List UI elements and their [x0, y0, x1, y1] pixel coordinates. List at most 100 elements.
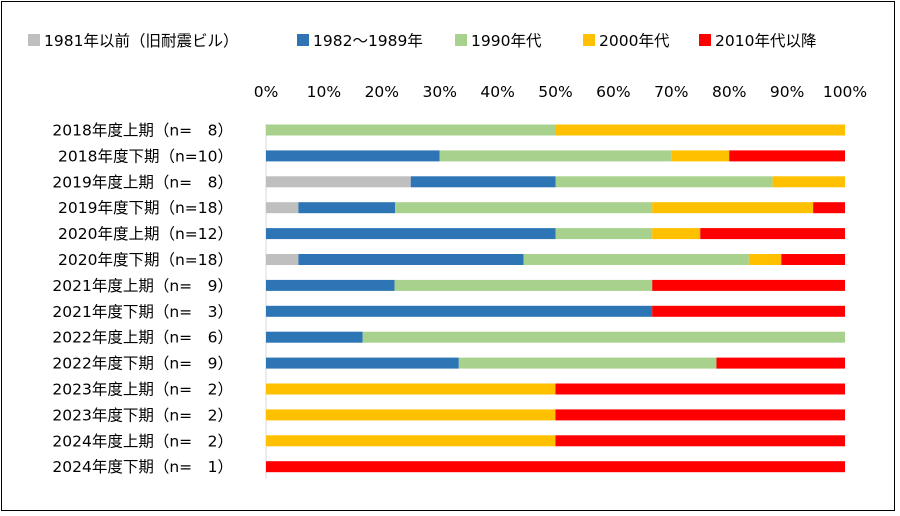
x-axis-ticks: 0% 10% 20% 30% 40% 50% 60% 70% 80% 90% 100%	[254, 83, 867, 101]
category-label: 2023年度上期（n= 2）	[52, 381, 233, 399]
bar-row	[266, 331, 845, 343]
bar-segment	[652, 279, 845, 291]
bar-segment	[266, 202, 299, 214]
category-label: 2023年度下期（n= 2）	[52, 406, 233, 424]
bar-segment	[555, 383, 845, 395]
category-label: 2018年度下期（n=10）	[58, 147, 233, 165]
category-label: 2018年度上期（n= 8）	[52, 122, 233, 140]
bar-segment	[266, 124, 556, 136]
bar-row	[266, 357, 845, 369]
bar-row	[266, 228, 845, 240]
x-tick-label: 20%	[365, 83, 399, 101]
bar-segment	[555, 228, 653, 240]
x-tick-label: 70%	[654, 83, 688, 101]
bar-segment	[266, 435, 556, 447]
legend-label: 1982～1989年	[313, 32, 423, 50]
category-label: 2021年度上期（n= 9）	[52, 277, 233, 295]
x-tick-label: 90%	[770, 83, 804, 101]
legend-item: 2010年代以降	[699, 32, 816, 50]
bar-segment	[555, 176, 773, 188]
bar-segment	[266, 331, 363, 343]
legend-swatch	[297, 34, 309, 46]
bar-segment	[700, 228, 845, 240]
x-tick-label: 100%	[823, 83, 867, 101]
bar-segment	[394, 279, 653, 291]
bar-segment	[716, 357, 845, 369]
bar-segment	[410, 176, 556, 188]
bar-segment	[266, 357, 459, 369]
bar-segment	[266, 461, 845, 473]
category-label: 2022年度上期（n= 6）	[52, 329, 233, 347]
bar-row	[266, 202, 845, 214]
bar-segment	[266, 383, 556, 395]
x-tick-label: 80%	[712, 83, 746, 101]
bar-row	[266, 435, 845, 447]
legend-label: 2000年代	[599, 32, 670, 50]
bar-row	[266, 254, 845, 265]
x-tick-label: 0%	[254, 83, 279, 101]
bar-segment	[266, 305, 653, 317]
bar-segment	[298, 202, 396, 214]
legend-swatch	[455, 34, 467, 46]
bar-row	[266, 124, 845, 136]
category-label: 2019年度上期（n= 8）	[52, 173, 233, 191]
legend-swatch	[28, 34, 40, 46]
bar-row	[266, 305, 845, 317]
legend-label: 1990年代	[471, 32, 542, 50]
legend-item: 1990年代	[455, 32, 542, 50]
category-label: 2019年度下期（n=18）	[58, 199, 233, 217]
bar-segment	[266, 150, 440, 162]
bar-row	[266, 409, 845, 421]
x-tick-label: 40%	[480, 83, 514, 101]
category-label: 2024年度上期（n= 2）	[52, 432, 233, 450]
bar-segment	[748, 254, 782, 265]
bar-segment	[813, 202, 845, 214]
bar-row	[266, 176, 845, 188]
bar-segment	[555, 409, 845, 421]
legend-swatch	[699, 34, 711, 46]
legend-item: 2000年代	[583, 32, 670, 50]
category-label: 2021年度下期（n= 3）	[52, 303, 233, 321]
bar-segment	[458, 357, 717, 369]
bar-row	[266, 279, 845, 291]
bar-row	[266, 383, 845, 395]
bar-segment	[729, 150, 845, 162]
bar-segment	[266, 254, 299, 265]
bar-segment	[266, 409, 556, 421]
legend: 1981年以前（旧耐震ビル） 1982～1989年 1990年代 2000年代 2010…	[28, 32, 816, 50]
bar-segment	[652, 305, 845, 317]
bar-segment	[395, 202, 653, 214]
x-tick-label: 50%	[538, 83, 572, 101]
bar-segment	[652, 228, 701, 240]
category-label: 2020年度下期（n=18）	[58, 251, 233, 269]
x-tick-label: 60%	[596, 83, 630, 101]
x-tick-label: 10%	[307, 83, 341, 101]
bar-segment	[781, 254, 845, 265]
legend-item: 1981年以前（旧耐震ビル）	[28, 32, 238, 50]
bar-segment	[362, 331, 845, 343]
bar-segment	[266, 228, 556, 240]
bar-segment	[266, 176, 411, 188]
bar-segment	[652, 202, 814, 214]
legend-swatch	[583, 34, 595, 46]
x-tick-label: 30%	[422, 83, 456, 101]
bars	[266, 124, 845, 473]
bar-segment	[298, 254, 524, 265]
bar-segment	[671, 150, 730, 162]
category-labels: 2018年度上期（n= 8） 2018年度下期（n=10） 2019年度上期（n= …	[52, 122, 233, 477]
legend-label: 1981年以前（旧耐震ビル）	[44, 32, 238, 50]
bar-row	[266, 150, 845, 162]
bar-segment	[523, 254, 749, 265]
bar-segment	[555, 124, 845, 136]
bar-row	[266, 461, 845, 473]
legend-label: 2010年代以降	[715, 32, 816, 50]
bar-segment	[555, 435, 845, 447]
bar-segment	[439, 150, 672, 162]
legend-item: 1982～1989年	[297, 32, 423, 50]
bar-segment	[772, 176, 845, 188]
category-label: 2022年度下期（n= 9）	[52, 355, 233, 373]
bar-segment	[266, 279, 395, 291]
category-label: 2024年度下期（n= 1）	[52, 458, 233, 476]
category-label: 2020年度上期（n=12）	[58, 225, 233, 243]
